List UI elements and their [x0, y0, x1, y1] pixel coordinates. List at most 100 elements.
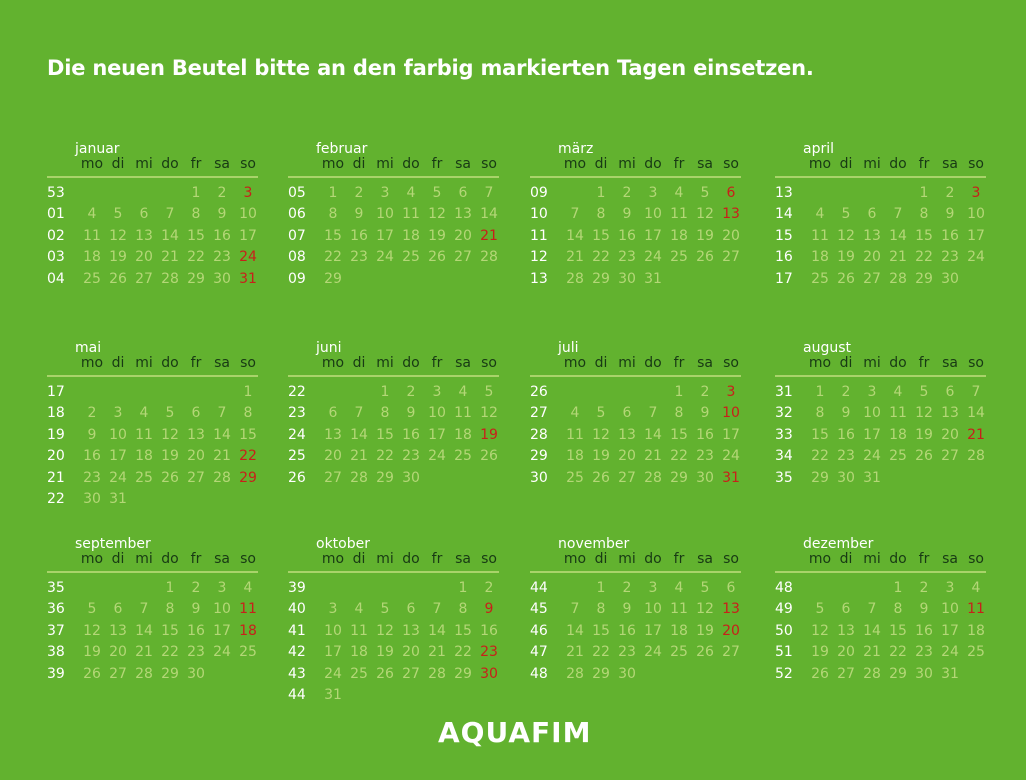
day: 8 [243, 405, 253, 422]
day: 30 [83, 491, 101, 507]
day: 28 [350, 469, 368, 486]
marked-day: 31 [239, 270, 257, 287]
weekday-header: fr [190, 551, 202, 567]
day: 15 [161, 622, 179, 639]
marked-day: 6 [726, 185, 736, 201]
day: 4 [674, 185, 684, 201]
day: 15 [239, 426, 257, 443]
weekday-header: mi [863, 551, 881, 567]
day: 19 [428, 227, 446, 244]
day: 26 [83, 665, 101, 682]
day: 5 [87, 601, 97, 618]
day: 9 [919, 601, 929, 618]
day: 8 [596, 601, 606, 618]
weekday-header: do [644, 156, 662, 172]
day: 1 [815, 384, 825, 400]
day: 16 [350, 227, 368, 244]
week-number: 13 [775, 185, 793, 201]
weekday-header: fr [190, 355, 202, 371]
week-number: 50 [775, 622, 793, 639]
day: 28 [161, 270, 179, 287]
week-number: 02 [47, 227, 65, 244]
weekday-header: do [402, 156, 420, 172]
day: 9 [841, 405, 851, 422]
day: 22 [592, 249, 610, 266]
day: 5 [596, 405, 606, 422]
weekday-header: do [889, 551, 907, 567]
marked-day: 24 [239, 249, 257, 266]
day: 23 [187, 644, 205, 661]
day: 14 [967, 405, 985, 422]
weekday-header: fr [190, 156, 202, 172]
day: 8 [165, 601, 175, 618]
day: 18 [670, 227, 688, 244]
weekday-header: mi [135, 355, 153, 371]
day: 16 [402, 426, 420, 443]
day: 21 [135, 644, 153, 661]
day: 28 [566, 270, 584, 287]
day: 17 [376, 227, 394, 244]
weekday-header: mi [863, 355, 881, 371]
header-divider [288, 176, 499, 178]
day: 13 [135, 227, 153, 244]
day: 1 [674, 384, 684, 400]
day: 1 [458, 580, 468, 596]
day: 23 [83, 469, 101, 486]
day: 4 [893, 384, 903, 400]
day: 27 [109, 665, 127, 682]
month-name: märz [558, 141, 594, 157]
day: 5 [113, 206, 123, 223]
week-number: 25 [288, 448, 306, 465]
day: 5 [484, 384, 494, 400]
week-number: 09 [530, 185, 548, 201]
day: 23 [696, 448, 714, 465]
week-number: 51 [775, 644, 793, 661]
day: 11 [350, 622, 368, 639]
marked-day: 13 [722, 206, 740, 223]
day: 27 [135, 270, 153, 287]
marked-day: 30 [480, 665, 498, 682]
day: 12 [161, 426, 179, 443]
day: 19 [83, 644, 101, 661]
day: 23 [941, 249, 959, 266]
day: 11 [83, 227, 101, 244]
week-number: 17 [47, 384, 65, 400]
day: 12 [811, 622, 829, 639]
day: 5 [700, 580, 710, 596]
week-number: 15 [775, 227, 793, 244]
day: 21 [889, 249, 907, 266]
marked-day: 3 [243, 185, 253, 201]
day: 25 [670, 249, 688, 266]
weekday-header: fr [673, 551, 685, 567]
day: 14 [350, 426, 368, 443]
week-number: 41 [288, 622, 306, 639]
week-number: 13 [530, 270, 548, 287]
day: 15 [915, 227, 933, 244]
weekday-header: mo [563, 355, 587, 371]
day: 28 [480, 249, 498, 266]
day: 13 [454, 206, 472, 223]
week-number: 27 [530, 405, 548, 422]
marked-day: 11 [239, 601, 257, 618]
day: 2 [484, 580, 494, 596]
day: 18 [670, 622, 688, 639]
day: 5 [165, 405, 175, 422]
marked-day: 18 [239, 622, 257, 639]
weekday-header: di [594, 156, 608, 172]
weekday-header: fr [431, 156, 443, 172]
weekday-header: mi [376, 355, 394, 371]
week-number: 18 [47, 405, 65, 422]
weekday-header: di [839, 355, 853, 371]
day: 28 [566, 665, 584, 682]
weekday-header: sa [942, 355, 958, 371]
day: 12 [915, 405, 933, 422]
day: 22 [915, 249, 933, 266]
day: 25 [967, 644, 985, 661]
weekday-header: mi [863, 156, 881, 172]
day: 3 [217, 580, 227, 596]
day: 29 [161, 665, 179, 682]
weekday-header: di [111, 355, 125, 371]
day: 26 [161, 469, 179, 486]
day: 20 [402, 644, 420, 661]
day: 14 [213, 426, 231, 443]
